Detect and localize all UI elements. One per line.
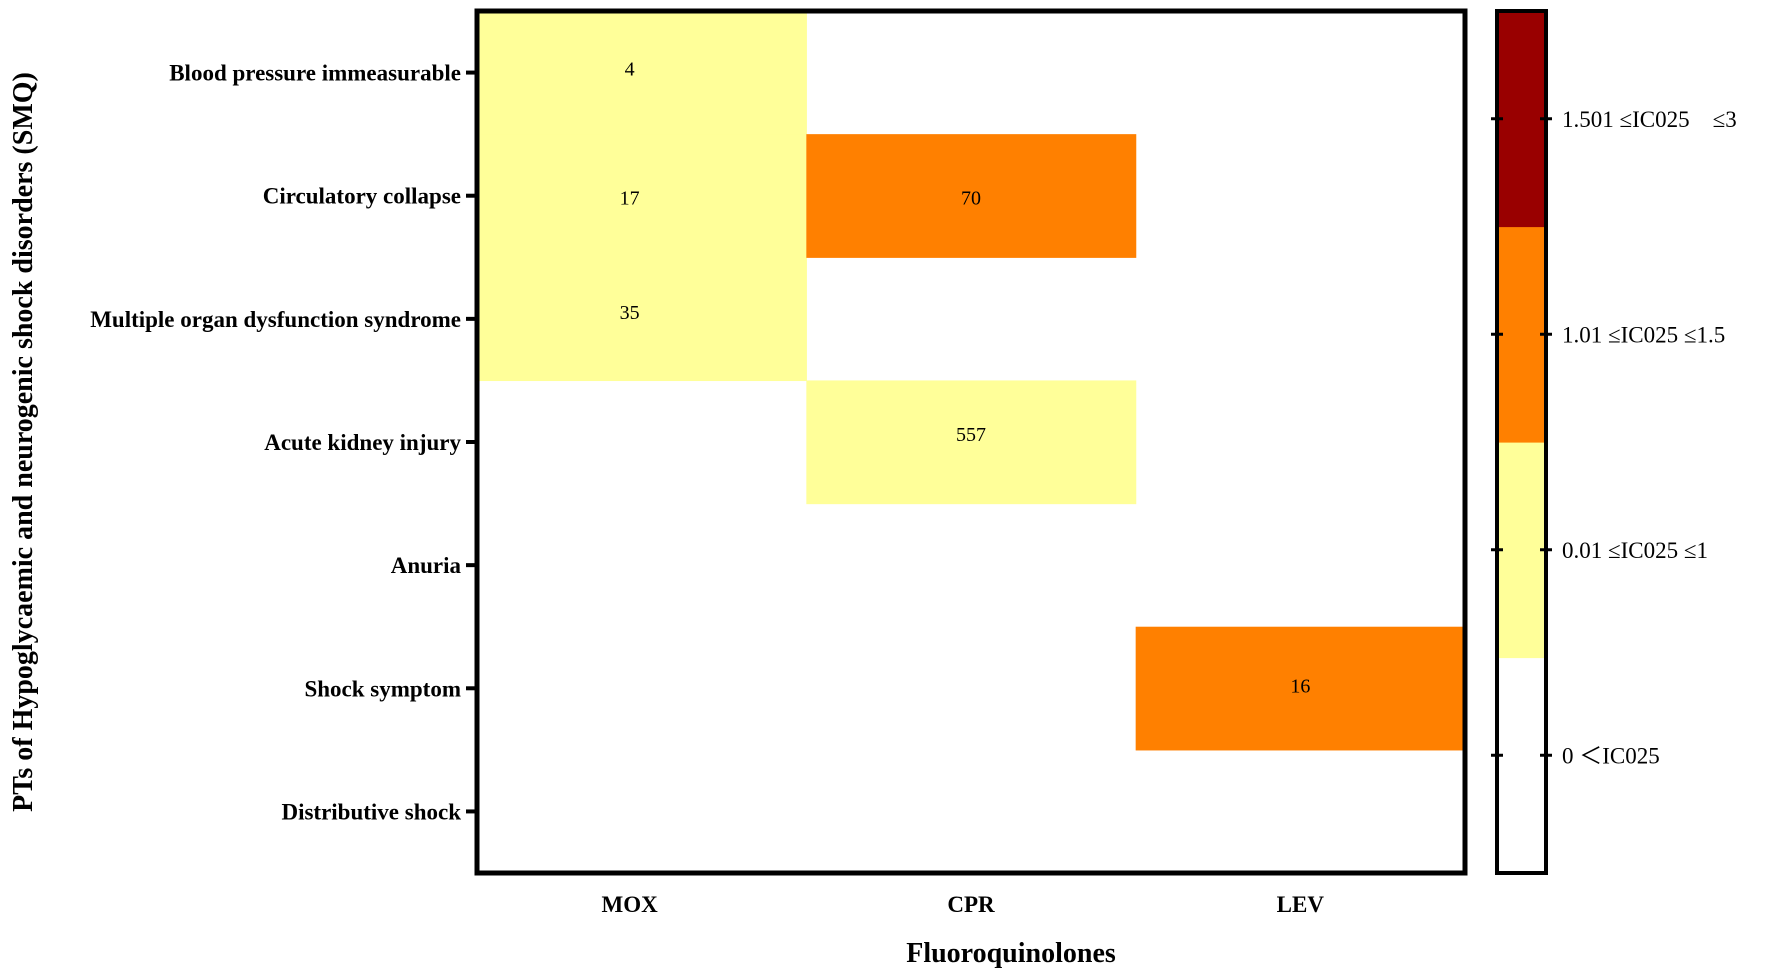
y-tick-label: Acute kidney injury: [264, 430, 461, 455]
y-tick-label: Circulatory collapse: [263, 184, 461, 209]
legend-label-0: 0 ＜IC025: [1562, 743, 1660, 768]
x-tick-label: CPR: [947, 892, 995, 917]
x-tick-label: LEV: [1277, 892, 1325, 917]
heatmap-cell-cpr-circulatory-collapse: [806, 134, 1137, 258]
cell-value-label: 17: [620, 188, 640, 210]
y-tick-label: Distributive shock: [281, 799, 461, 824]
legend-swatch-0: [1497, 657, 1546, 874]
y-axis-title: PTs of Hypoglycaemic and neurogenic shoc…: [8, 72, 39, 812]
legend-label-1: 0.01 ≤IC025 ≤1: [1562, 538, 1708, 563]
legend-swatch-2: [1497, 226, 1546, 443]
legend-swatch-3: [1497, 11, 1546, 228]
x-tick-label: MOX: [602, 892, 659, 917]
heatmap-cell-mox-multiple-organ-dysfunction-syndrome: [477, 257, 807, 382]
legend-swatch-1: [1497, 442, 1546, 659]
y-tick-label: Blood pressure immeasurable: [169, 61, 461, 86]
heatmap-cell-mox-circulatory-collapse: [477, 134, 807, 258]
heatmap-cells: 4 17 35 70 557 16: [477, 11, 1466, 751]
heatmap-cell-mox-blood-pressure-immeasurable: [477, 11, 807, 135]
cell-value-label: 35: [620, 302, 640, 324]
x-axis-title: Fluoroquinolones: [906, 938, 1116, 969]
y-tick-label: Shock symptom: [304, 676, 461, 701]
heatmap-cell-lev-shock-symptom: [1135, 626, 1466, 751]
y-axis: Blood pressure immeasurable Circulatory c…: [90, 61, 477, 824]
cell-value-label: 16: [1290, 675, 1310, 697]
y-tick-label: Multiple organ dysfunction syndrome: [90, 307, 461, 332]
color-legend: 0 ＜IC025 0.01 ≤IC025 ≤1 1.01 ≤IC025 ≤1.5 1.…: [1491, 9, 1737, 875]
cell-value-label: 4: [625, 59, 635, 81]
cell-value-label: 557: [956, 424, 986, 446]
y-tick-label: Anuria: [391, 553, 462, 578]
legend-label-2: 1.01 ≤IC025 ≤1.5: [1562, 322, 1725, 347]
cell-value-label: 70: [961, 188, 981, 210]
x-axis: MOX CPR LEV: [602, 892, 1325, 917]
legend-frame: [1495, 9, 1548, 875]
legend-label-3: 1.501 ≤IC025 ≤3: [1562, 107, 1737, 132]
heatmap-cell-cpr-acute-kidney-injury: [806, 380, 1137, 505]
